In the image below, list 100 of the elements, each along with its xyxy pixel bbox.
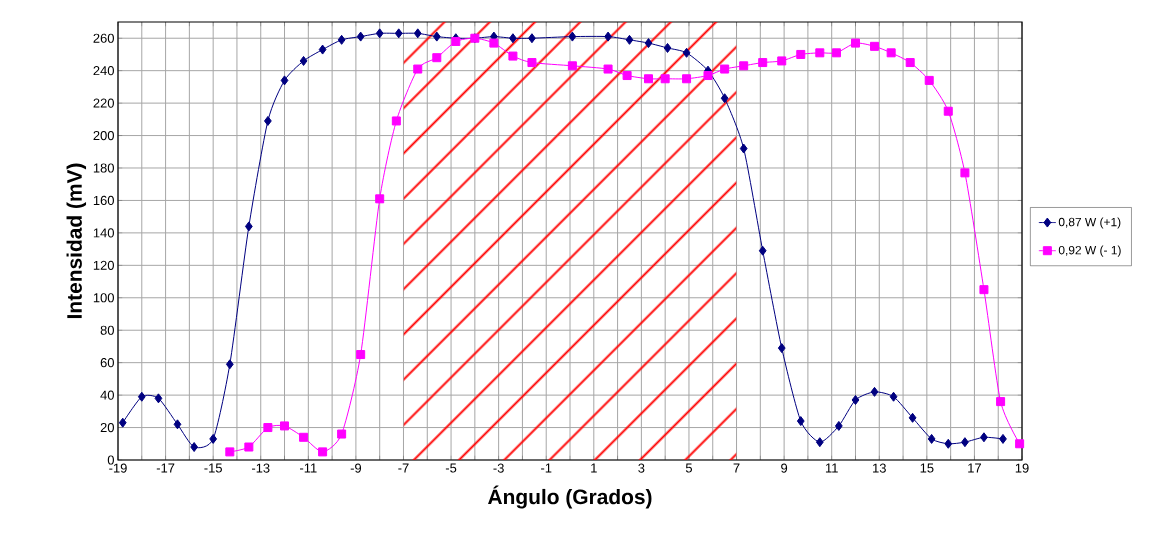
point <box>850 38 860 48</box>
point <box>299 55 308 66</box>
x-tick-label: -13 <box>251 463 270 473</box>
y-tick-label: 260 <box>93 33 114 43</box>
y-tick-label: 140 <box>93 228 114 238</box>
point <box>137 391 146 402</box>
x-tick-label: 11 <box>825 463 838 473</box>
point <box>889 391 898 402</box>
point <box>625 34 634 45</box>
point <box>831 48 841 58</box>
point <box>961 437 969 448</box>
point <box>413 28 422 39</box>
point <box>886 48 896 58</box>
point <box>980 432 988 443</box>
y-tick-label: 60 <box>100 358 114 368</box>
point <box>834 420 843 431</box>
x-tick-label: 13 <box>873 463 886 473</box>
point <box>356 31 365 42</box>
legend-label: 0,92 W (- 1) <box>1058 245 1121 257</box>
point <box>173 419 182 430</box>
point <box>796 49 806 59</box>
point <box>190 442 198 453</box>
point <box>943 106 953 116</box>
x-tick-label: -17 <box>156 463 175 473</box>
point <box>815 437 824 448</box>
point <box>682 47 691 58</box>
point <box>225 359 234 370</box>
point <box>432 31 441 42</box>
y-tick-label: 40 <box>100 390 114 400</box>
point <box>603 64 613 74</box>
point <box>391 116 401 126</box>
x-tick-label: -7 <box>398 463 409 473</box>
y-tick-label: 200 <box>93 130 114 141</box>
y-tick-label: 220 <box>93 98 114 108</box>
x-tick-label: -15 <box>204 463 222 473</box>
point <box>264 115 272 126</box>
point <box>851 394 860 405</box>
point <box>739 61 749 71</box>
point <box>527 58 537 68</box>
point <box>758 245 767 256</box>
y-tick-label: 100 <box>93 293 114 303</box>
point <box>739 143 748 154</box>
x-tick-label: -9 <box>350 463 362 473</box>
point <box>660 74 670 84</box>
y-tick-label: 80 <box>100 325 114 335</box>
y-tick-label: 240 <box>93 66 114 76</box>
point <box>815 48 825 58</box>
point <box>924 75 934 85</box>
point <box>777 343 786 354</box>
point <box>337 429 347 439</box>
y-tick-label: 180 <box>93 163 114 173</box>
point <box>567 61 577 71</box>
point <box>720 64 730 74</box>
point <box>318 447 328 457</box>
point <box>663 42 672 53</box>
point <box>927 433 936 444</box>
point <box>979 285 989 295</box>
point <box>337 34 346 45</box>
x-axis-title: Ángulo (Grados) <box>488 485 652 509</box>
x-tick-label: -1 <box>541 463 552 473</box>
point <box>644 74 654 84</box>
point <box>154 393 163 404</box>
point <box>622 71 632 81</box>
point <box>209 433 218 444</box>
point <box>905 58 915 68</box>
point <box>299 432 309 442</box>
point <box>244 442 254 452</box>
point <box>777 56 787 66</box>
point <box>1015 439 1025 449</box>
x-tick-label: 7 <box>733 463 740 473</box>
point <box>960 168 970 178</box>
y-tick-label: 160 <box>93 195 114 206</box>
x-tick-label: -19 <box>109 463 127 473</box>
point <box>394 28 403 39</box>
x-tick-label: 19 <box>1015 463 1029 473</box>
point <box>796 416 805 427</box>
x-tick-label: 3 <box>638 463 645 473</box>
point <box>432 53 442 63</box>
point <box>375 194 385 204</box>
point <box>682 74 692 84</box>
point <box>244 221 253 232</box>
y-axis-title: Intensidad (mV) <box>66 163 87 319</box>
x-tick-label: -3 <box>493 463 504 473</box>
x-tick-label: 9 <box>781 463 788 473</box>
x-tick-label: 17 <box>968 463 981 473</box>
point <box>999 433 1007 444</box>
point <box>870 41 880 51</box>
point <box>604 31 612 42</box>
point <box>508 51 518 61</box>
point <box>225 447 235 457</box>
point <box>644 38 653 49</box>
point <box>870 386 879 397</box>
point <box>908 412 917 423</box>
point <box>375 28 384 39</box>
x-tick-label: 5 <box>685 463 693 473</box>
legend-label: 0,87 W (+1) <box>1058 217 1121 229</box>
x-tick-label: -11 <box>300 463 317 473</box>
point <box>509 33 517 44</box>
point <box>318 44 327 55</box>
point <box>356 350 366 360</box>
